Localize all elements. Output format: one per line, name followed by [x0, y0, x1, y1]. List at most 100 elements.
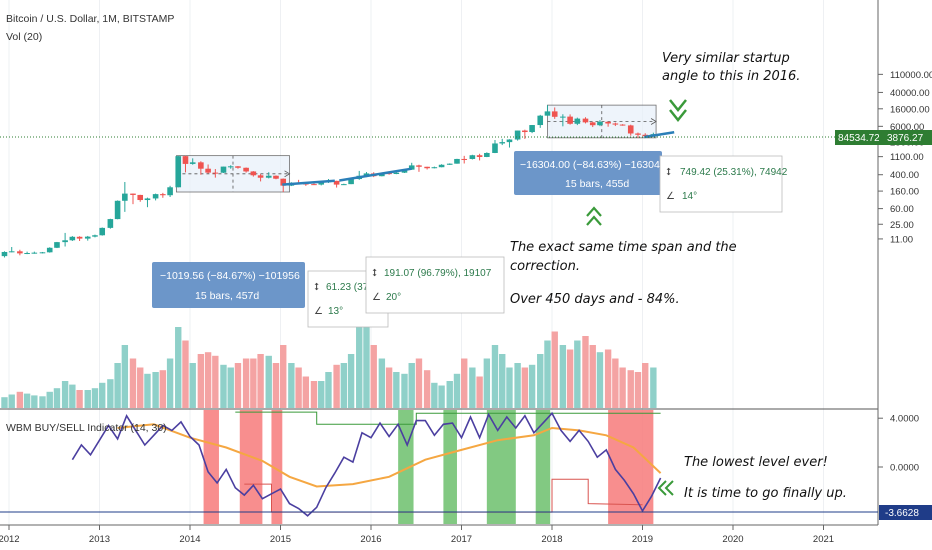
candle-body	[39, 252, 46, 254]
candle-body	[76, 236, 83, 239]
candle-body	[62, 240, 68, 243]
volume-bar	[159, 370, 167, 408]
time-axis[interactable]: 2012 2013 2014 2015 2016 2017 2018 2019 2020 2021	[0, 525, 834, 545]
candle-body	[130, 193, 136, 195]
note-middle-summary: Over 450 days and - 84%.	[510, 292, 680, 307]
sell-band	[203, 410, 219, 524]
candle-body	[476, 155, 483, 157]
candle-body	[107, 219, 114, 228]
volume-bar	[582, 336, 589, 408]
volume-bar	[212, 355, 219, 408]
angle-tool-2019[interactable]	[659, 155, 783, 213]
time-tick-label: 2012	[0, 534, 20, 545]
candle-body	[257, 175, 264, 178]
candle-body	[1, 251, 8, 257]
trendline-2015	[282, 179, 335, 186]
price-tick-label: 110000.00	[890, 70, 932, 81]
volume-bar	[107, 379, 114, 408]
candle-body	[348, 179, 354, 185]
time-tick-label: 2017	[451, 534, 472, 545]
measure-label-2018[interactable]	[514, 151, 662, 195]
time-tick-label: 2020	[722, 534, 743, 545]
candle-body	[333, 180, 340, 185]
candle-body	[438, 164, 445, 168]
candle-body	[589, 122, 596, 126]
volume-bar	[46, 391, 53, 408]
candle-body	[605, 121, 611, 124]
candle-body	[514, 130, 521, 140]
note-middle-line1: The exact same time span and the	[510, 240, 737, 255]
angle-2015-degrees: 13°	[328, 306, 343, 317]
candle-body	[341, 184, 347, 186]
candle-body	[220, 166, 227, 173]
volume-bar	[242, 358, 250, 408]
volume-legend[interactable]: Vol (20)	[6, 31, 42, 43]
volume-bar	[204, 352, 212, 408]
symbol-title[interactable]: Bitcoin / U.S. Dollar, 1M, BITSTAMP	[6, 13, 174, 25]
volume-bar	[650, 367, 657, 408]
volume-bar	[197, 354, 205, 408]
volume-bar	[1, 397, 8, 408]
volume-bar	[438, 385, 445, 408]
candle-body	[619, 124, 626, 126]
angle-2016-degrees: 20°	[386, 292, 401, 303]
candle-body	[198, 162, 204, 169]
volume-bar	[537, 354, 544, 408]
volume-bar	[318, 381, 325, 408]
candle-body	[84, 236, 91, 239]
candle-body	[642, 134, 649, 137]
osc-last-tag	[879, 505, 932, 520]
candle-body	[551, 111, 558, 117]
candle-body	[597, 121, 603, 126]
volume-bar	[453, 373, 461, 408]
angle-2015-angle-icon: ∠	[314, 306, 323, 317]
candle-body	[227, 166, 234, 168]
chevron-down-icon	[669, 99, 687, 123]
time-tick-label: 2013	[89, 534, 110, 545]
volume-bar	[423, 370, 431, 408]
osc-tick-label: 4.0000	[890, 414, 919, 425]
volume-bar	[506, 367, 513, 408]
osc-upper-level	[235, 411, 661, 425]
volume-bar	[469, 367, 476, 408]
volume-bar	[431, 382, 438, 408]
candle-body	[492, 143, 498, 153]
indicator-legend[interactable]: WBM BUY/SELL Indicator (14, 30)	[6, 422, 167, 434]
measure-label-2014[interactable]	[152, 262, 305, 308]
volume-bar	[559, 345, 567, 408]
trendline-2019	[644, 131, 675, 139]
note-top-line2: angle to this in 2016.	[662, 69, 800, 84]
osc-last-value: -3.6628	[885, 508, 919, 519]
candle-body	[69, 236, 76, 241]
candle-body	[273, 175, 279, 179]
angle-2019-degrees: 14°	[682, 191, 697, 202]
volume-bar	[189, 363, 196, 408]
volume-bar	[604, 349, 612, 408]
sell-band	[271, 410, 283, 524]
angle-tool-2016[interactable]	[365, 256, 505, 314]
chevron-left-icon	[657, 480, 674, 496]
volume-bar	[446, 381, 453, 408]
measure-2014-arrow-icon	[284, 170, 291, 178]
oscillator	[71, 411, 662, 517]
volume-bar	[99, 382, 106, 408]
candle-body	[265, 175, 272, 178]
candle-body	[484, 152, 490, 157]
volume-bar	[619, 367, 626, 408]
volume-bar	[250, 358, 257, 408]
candle-body	[152, 194, 159, 199]
volume-bar	[642, 363, 649, 408]
candle-body	[8, 251, 15, 253]
price-tick-label: 6000.00	[890, 122, 924, 133]
volume-bar	[544, 340, 551, 408]
candle-body	[582, 118, 589, 123]
volume-bar	[566, 349, 574, 408]
osc-lower-level	[244, 478, 643, 513]
price-tick-label: 16000.00	[890, 104, 930, 115]
volume-bar	[363, 318, 370, 408]
angle-2016-angle-icon: ∠	[372, 292, 381, 303]
candle-body	[537, 115, 544, 126]
volume-bar	[340, 363, 348, 408]
buy-band	[443, 410, 457, 524]
volume-bar	[220, 364, 227, 408]
